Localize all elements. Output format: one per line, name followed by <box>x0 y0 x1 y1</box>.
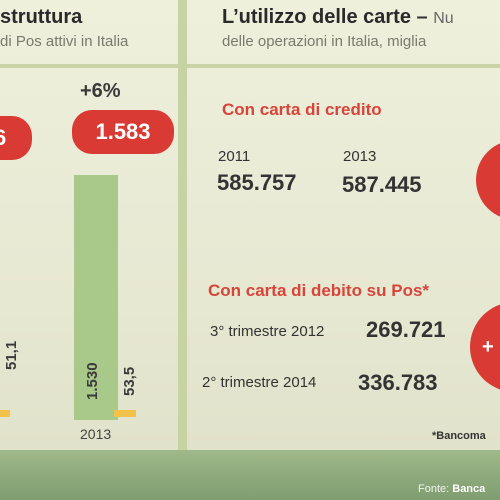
right-title-tail: Nu <box>433 10 454 27</box>
debit-row1-label: 3° trimestre 2012 <box>210 323 325 340</box>
right-header: L’utilizzo delle carte – Nu delle operaz… <box>222 6 500 50</box>
debit-heading: Con carta di debito su Pos* <box>208 281 430 300</box>
source-name: Banca <box>452 483 486 495</box>
right-title-dash: – <box>416 6 428 28</box>
credit-year-a: 2011 <box>218 148 251 165</box>
credit-value-a: 585.757 <box>217 170 297 195</box>
debit-badge: + <box>470 302 500 392</box>
year-label: 2013 <box>80 426 112 442</box>
panel-divider <box>178 0 187 450</box>
cut-highlight-badge: 6 <box>0 116 32 160</box>
debit-row2-label: 2° trimestre 2014 <box>202 374 317 391</box>
bar-main-value: 1.530 <box>84 362 101 400</box>
credit-heading: Con carta di credito <box>222 100 382 119</box>
source-label: Fonte: <box>418 483 450 495</box>
highlight-badge: 1.583 <box>72 110 174 154</box>
bottom-band <box>0 450 500 500</box>
credit-badge <box>476 140 500 220</box>
bar-cut <box>0 410 10 417</box>
right-title-text: L’utilizzo delle carte <box>222 6 411 28</box>
credit-year-b: 2013 <box>343 148 377 165</box>
debit-badge-text: + <box>482 336 494 358</box>
growth-label: +6% <box>80 80 121 102</box>
footnote: *Bancoma <box>432 430 486 442</box>
right-title: L’utilizzo delle carte – Nu <box>222 6 500 29</box>
source-credit: Fonte: Banca <box>418 483 485 495</box>
header-divider <box>0 64 500 68</box>
left-title: struttura <box>0 6 83 28</box>
left-subtitle: di Pos attivi in Italia <box>0 33 129 50</box>
bar-main <box>74 175 118 420</box>
left-header: struttura di Pos attivi in Italia <box>0 6 190 50</box>
bar-cut-value: 51,1 <box>3 340 20 370</box>
right-subtitle: delle operazioni in Italia, miglia <box>222 33 427 50</box>
bar-small <box>114 410 136 417</box>
bar-small-value: 53,5 <box>121 366 138 396</box>
debit-row1-value: 269.721 <box>366 317 446 342</box>
debit-row2-value: 336.783 <box>358 370 438 395</box>
credit-value-b: 587.445 <box>342 172 422 197</box>
